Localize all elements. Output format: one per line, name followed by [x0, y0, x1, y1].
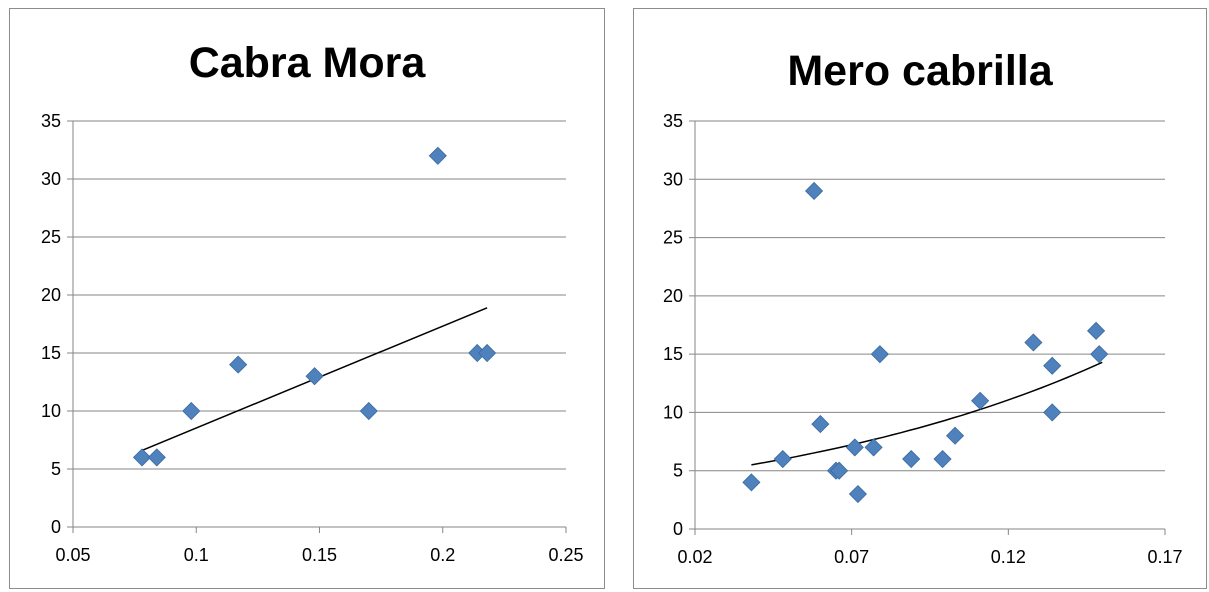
data-point: [229, 355, 248, 374]
y-tick-label: 0: [673, 519, 683, 539]
data-point: [359, 401, 378, 421]
scatter-plot: 0 5 10 15 20 25 30 35 0.02 0.07 0.12 0.17: [663, 111, 1183, 567]
data-point: [845, 438, 864, 457]
data-point: [305, 367, 324, 386]
data-point: [870, 345, 889, 364]
data-point: [864, 438, 883, 457]
y-tick-label: 30: [663, 169, 683, 189]
data-point: [478, 343, 497, 363]
y-tick-label: 25: [41, 227, 61, 247]
x-tick-label: 0.15: [302, 545, 337, 565]
y-tick-label: 30: [41, 169, 61, 189]
data-point: [1043, 403, 1062, 422]
x-tick-label: 0.25: [548, 545, 583, 565]
data-point: [902, 449, 921, 469]
data-point: [428, 146, 447, 165]
y-tick-label: 0: [51, 517, 61, 537]
y-tick-label: 10: [663, 402, 683, 422]
data-point: [1087, 321, 1106, 340]
y-tick-label: 10: [41, 401, 61, 421]
y-tick-label: 35: [663, 111, 683, 131]
y-tick-label: 25: [663, 228, 683, 248]
x-tick-label: 0.2: [430, 545, 455, 565]
data-point: [848, 484, 867, 504]
x-tick-label: 0.07: [834, 547, 869, 567]
data-point: [811, 415, 830, 434]
x-tick-label: 0.05: [55, 545, 90, 565]
data-point: [946, 426, 965, 445]
chart-panel-cabra-mora: Cabra Mora 0 5 10 15 20 25 30 35 0.05 0.1 0.15 0.2 0…: [9, 8, 605, 589]
data-point: [1024, 333, 1043, 352]
data-point: [805, 181, 824, 201]
y-tick-label: 15: [663, 344, 683, 364]
data-point: [147, 448, 166, 467]
y-tick-label: 20: [663, 286, 683, 306]
data-point: [132, 448, 152, 467]
y-tick-label: 35: [41, 111, 61, 131]
y-tick-label: 5: [673, 461, 683, 481]
x-tick-label: 0.17: [1147, 547, 1182, 567]
y-tick-label: 20: [41, 285, 61, 305]
data-point: [830, 461, 849, 480]
chart-title: Mero cabrilla: [787, 47, 1053, 95]
scatter-plot: 0 5 10 15 20 25 30 35 0.05 0.1 0.15 0.2 0.25: [41, 111, 584, 565]
chart-panel-mero-cabrilla: Mero cabrilla 0 5 10 15 20 25 30 35 0.02 0.07 0.12…: [633, 8, 1207, 589]
chart-title: Cabra Mora: [188, 39, 426, 87]
data-point: [1090, 345, 1109, 364]
data-point: [1043, 356, 1062, 375]
data-point: [742, 473, 761, 492]
data-point: [971, 391, 990, 410]
data-point: [182, 401, 201, 421]
y-tick-label: 5: [51, 459, 61, 479]
x-tick-label: 0.12: [991, 547, 1026, 567]
trendline: [751, 361, 1103, 466]
x-tick-label: 0.02: [677, 547, 712, 567]
x-tick-label: 0.1: [184, 545, 209, 565]
data-point: [933, 449, 952, 469]
data-point: [773, 449, 792, 469]
y-tick-label: 15: [41, 343, 61, 363]
